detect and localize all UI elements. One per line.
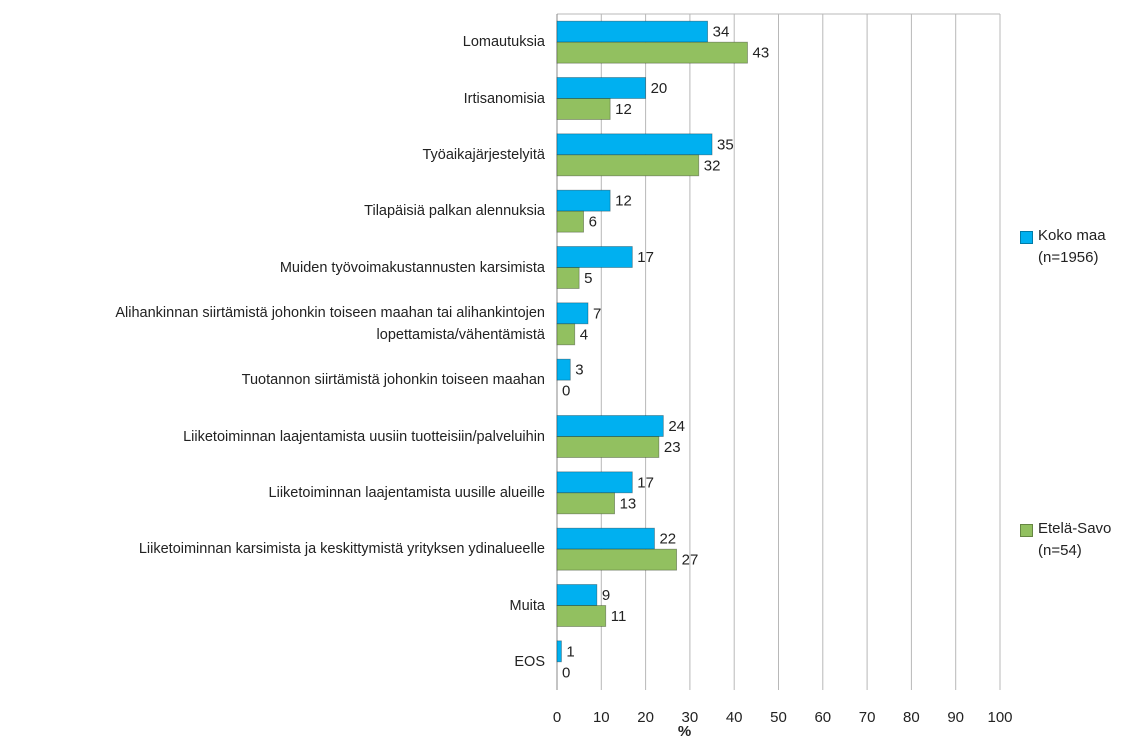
bar — [556, 436, 660, 458]
bar — [556, 77, 646, 99]
legend-label: Koko maa (n=1956) — [1038, 227, 1106, 266]
legend-swatch — [1020, 524, 1033, 537]
bar — [556, 471, 633, 494]
data-label: 17 — [637, 249, 654, 266]
data-label: 17 — [637, 474, 654, 491]
data-label: 20 — [651, 80, 668, 97]
data-label: 3 — [575, 362, 583, 379]
data-label: 7 — [593, 305, 601, 322]
y-tick-label: Tuotannon siirtämistä johonkin toiseen m… — [241, 372, 545, 389]
x-tick-label: 0 — [553, 709, 561, 726]
data-label: 34 — [713, 24, 730, 41]
bar — [556, 20, 709, 43]
data-label: 0 — [562, 383, 570, 400]
bar — [556, 98, 611, 120]
data-label: 35 — [717, 136, 734, 153]
x-tick-label: 30 — [682, 709, 699, 726]
y-tick-label: Liiketoiminnan laajentamista uusiin tuot… — [183, 428, 545, 445]
x-tick-label: 90 — [947, 709, 964, 726]
data-label: 4 — [580, 326, 588, 343]
bar — [556, 415, 664, 437]
bar — [556, 210, 584, 233]
legend-label: Etelä-Savo (n=54) — [1038, 520, 1112, 559]
y-tick-label: Liiketoiminnan laajentamista uusille alu… — [268, 484, 545, 501]
data-label: 23 — [664, 439, 681, 456]
y-tick-label: Tilapäisiä palkan alennuksia — [364, 203, 545, 220]
y-tick-label: Muita — [509, 597, 545, 614]
bar — [556, 154, 700, 177]
data-label: 12 — [615, 101, 632, 118]
bar — [556, 358, 571, 381]
x-axis-title: % — [678, 723, 691, 740]
x-tick-label: 40 — [726, 709, 743, 726]
y-tick-label: Muiden työvoimakustannusten karsimista — [279, 259, 545, 276]
y-tick-label: Irtisanomisia — [463, 90, 545, 107]
data-label: 13 — [620, 495, 637, 512]
x-tick-label: 80 — [903, 709, 920, 726]
bar — [556, 133, 713, 156]
y-tick-label: Työaikajärjestelyitä — [422, 146, 546, 163]
data-label: 5 — [584, 270, 592, 287]
x-tick-label: 20 — [637, 709, 654, 726]
data-label: 1 — [566, 643, 574, 660]
data-label: 12 — [615, 193, 632, 210]
data-label: 0 — [562, 664, 570, 681]
bar — [556, 246, 633, 268]
y-tick-label: Lomautuksia — [462, 34, 545, 51]
bar — [556, 323, 576, 346]
bar — [556, 527, 655, 550]
data-label: 11 — [611, 608, 627, 625]
y-tick-label: EOS — [514, 653, 545, 670]
data-label: 9 — [602, 587, 610, 604]
bar — [556, 605, 607, 627]
bar — [556, 302, 589, 325]
data-label: 32 — [704, 157, 721, 174]
x-tick-label: 60 — [814, 709, 831, 726]
bar — [556, 189, 611, 212]
y-tick-label: Liiketoiminnan karsimista ja keskittymis… — [138, 541, 545, 558]
bar — [556, 640, 562, 663]
x-tick-label: 50 — [770, 709, 787, 726]
bar — [556, 267, 580, 289]
bar — [556, 492, 615, 515]
x-tick-label: 100 — [987, 709, 1012, 726]
y-tick-label: Alihankinnan siirtämistä johonkin toisee… — [115, 304, 545, 343]
x-tick-label: 70 — [859, 709, 876, 726]
bar — [556, 41, 748, 64]
data-label: 22 — [659, 531, 676, 548]
x-tick-label: 10 — [593, 709, 610, 726]
data-label: 43 — [752, 45, 769, 62]
data-label: 6 — [589, 214, 597, 231]
bar — [556, 584, 598, 606]
data-label: 24 — [668, 418, 685, 435]
legend-swatch — [1020, 231, 1033, 244]
data-label: 27 — [682, 552, 699, 569]
bar — [556, 548, 678, 571]
